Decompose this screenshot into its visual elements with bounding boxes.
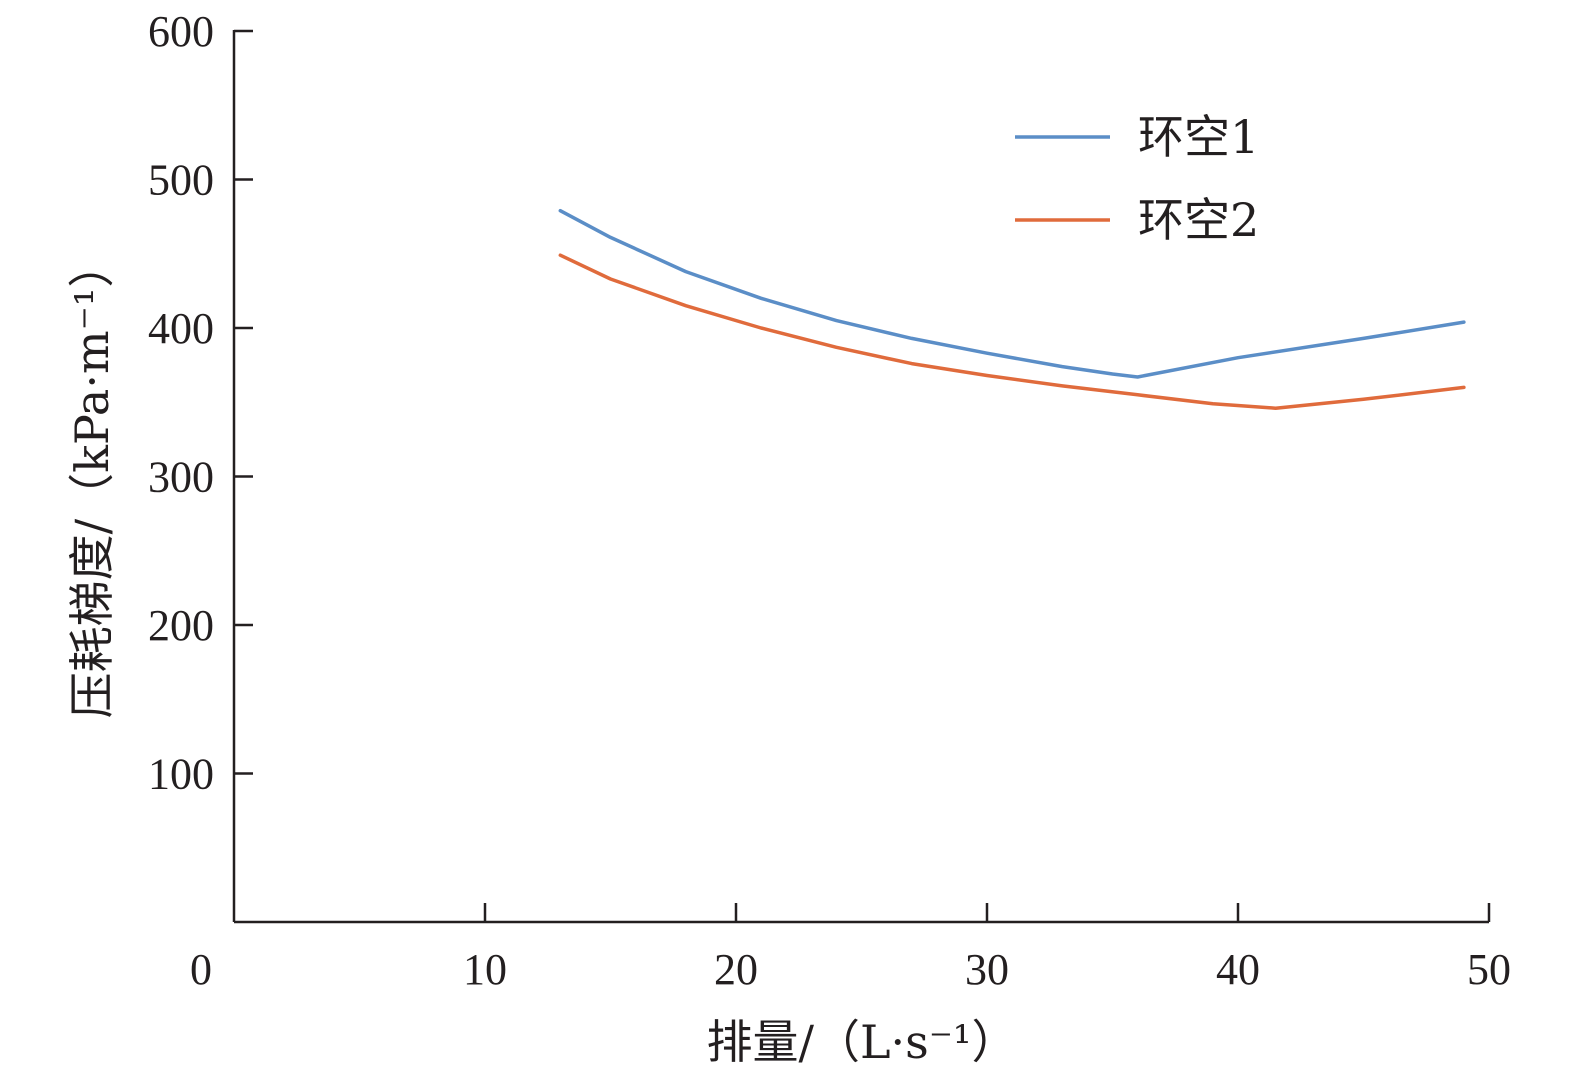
x-tick-label: 30 <box>965 945 1009 994</box>
x-tick-label: 40 <box>1216 945 1260 994</box>
x-axis-title: 排量/（L·s⁻¹） <box>707 1015 1018 1069</box>
legend: 环空1 环空2 <box>1015 110 1259 247</box>
y-tick-label: 100 <box>148 750 214 799</box>
x-tick-label: 20 <box>714 945 758 994</box>
series <box>558 208 1466 410</box>
legend-label-1: 环空1 <box>1138 110 1259 164</box>
x-tick-label: 0 <box>190 945 212 994</box>
y-tick-label: 200 <box>148 601 214 650</box>
y-axis-title: 压耗梯度/（kPa·m⁻¹） <box>65 242 119 719</box>
y-tick-label: 500 <box>148 156 214 205</box>
y-tick-label: 300 <box>148 453 214 502</box>
ticks: 100 200 300 400 500 600 0 10 20 30 40 50 <box>148 7 1511 994</box>
axes <box>232 30 1489 924</box>
legend-label-2: 环空2 <box>1138 193 1259 247</box>
y-tick-label: 600 <box>148 7 214 56</box>
y-tick-label: 400 <box>148 304 214 353</box>
series-line-2 <box>558 253 1466 410</box>
x-tick-label: 10 <box>463 945 507 994</box>
series-line-1 <box>558 208 1466 379</box>
x-tick-label: 50 <box>1467 945 1511 994</box>
